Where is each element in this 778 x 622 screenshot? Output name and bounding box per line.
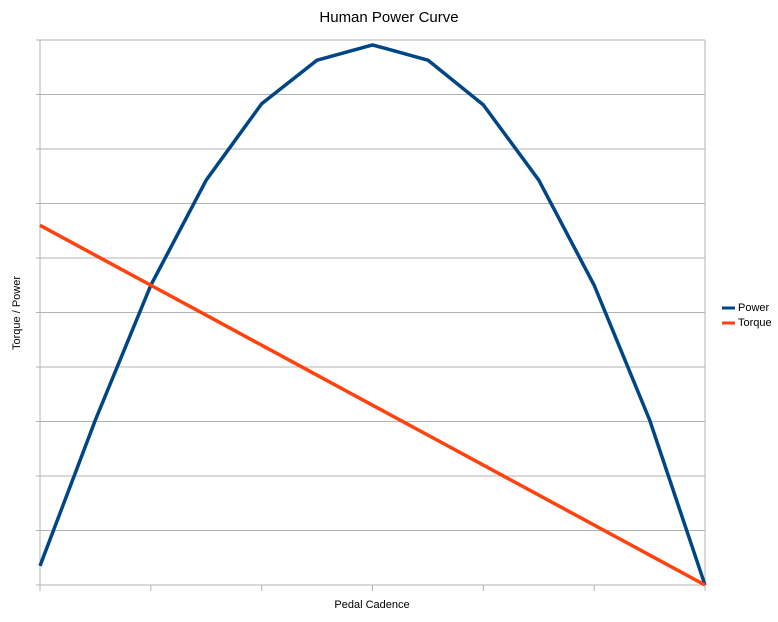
- line-series: [39, 223, 706, 587]
- x-axis-label: Pedal Cadence: [334, 599, 409, 611]
- y-axis-label: Torque / Power: [11, 276, 23, 350]
- legend-label: Torque: [738, 317, 772, 329]
- chart-title: Human Power Curve: [319, 9, 458, 26]
- legend-label: Power: [738, 302, 770, 314]
